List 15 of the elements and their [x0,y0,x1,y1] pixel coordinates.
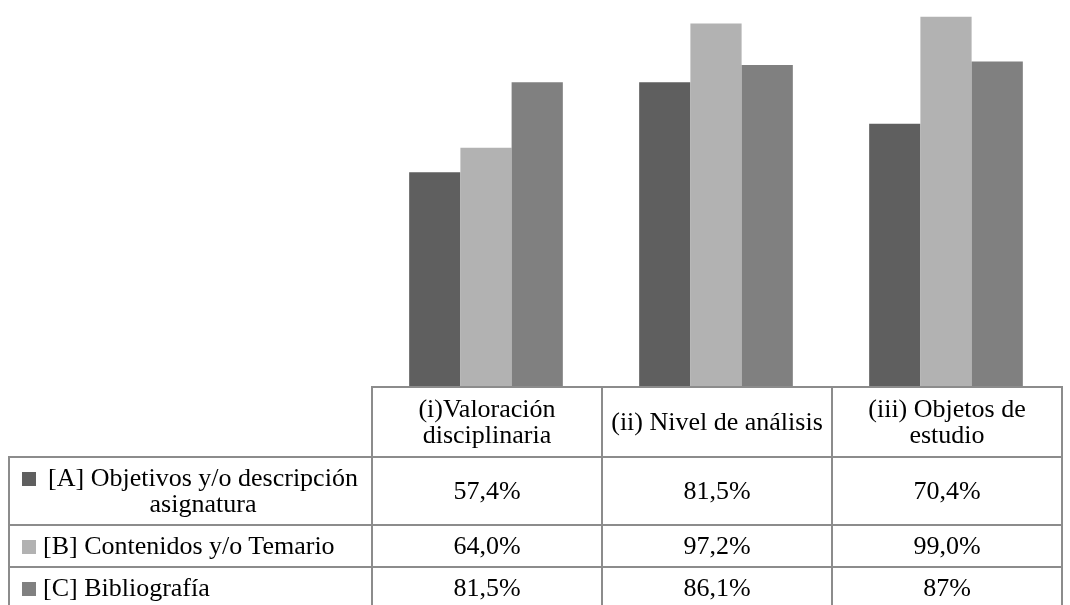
x-tick-label: (ii) Nivel de análisis [602,387,832,457]
data-label: 81,5% [372,567,602,605]
x-tick-label: (i)Valoración disciplinaria [372,387,602,457]
data-label: 57,4% [372,457,602,525]
data-label: 70,4% [832,457,1062,525]
legend-label: [B] Contenidos y/o Temario [43,531,335,560]
data-label: 81,5% [602,457,832,525]
legend-label: [C] Bibliografía [43,573,210,602]
data-label: 64,0% [372,525,602,567]
data-label: 86,1% [602,567,832,605]
legend-label: [A] Objetivos y/o descripción asignatura [47,463,359,518]
data-label: 99,0% [832,525,1062,567]
data-label: 87% [832,567,1062,605]
x-tick-label: (iii) Objetos de estudio [832,387,1062,457]
data-label: 97,2% [602,525,832,567]
